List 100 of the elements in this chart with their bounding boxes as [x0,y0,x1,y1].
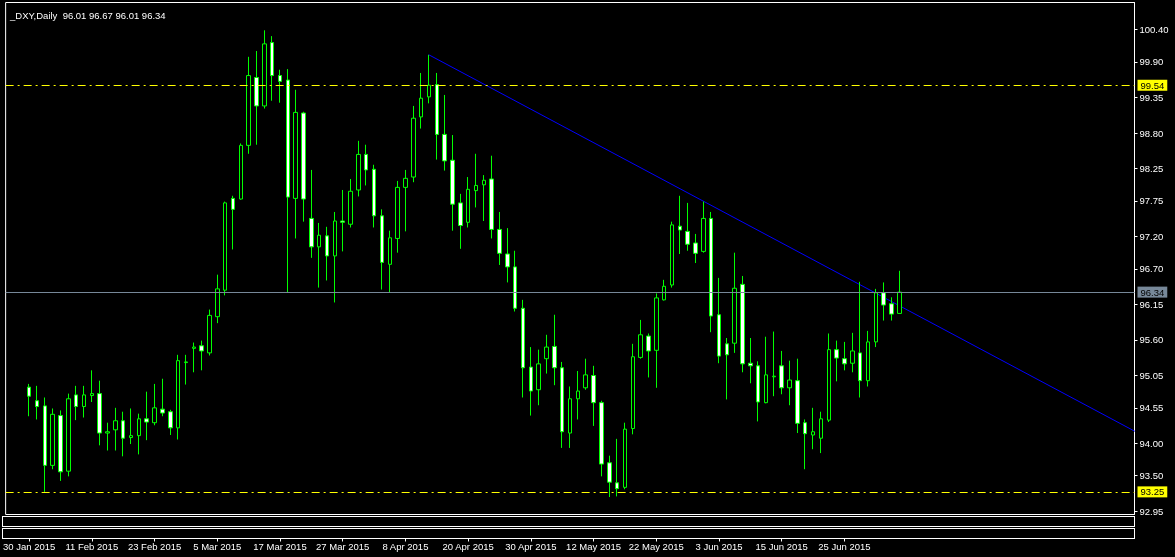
candlestick [364,144,368,186]
x-tick-label: 17 Mar 2015 [253,541,307,552]
candlestick [740,275,745,373]
x-tick-label: 12 May 2015 [566,541,622,552]
candlestick [521,299,525,398]
candlestick [803,418,807,470]
candlestick [764,336,768,404]
candlestick [43,396,47,493]
candlestick [50,407,55,470]
candlestick [333,211,337,303]
y-tick-label: 96.70 [1139,263,1164,275]
candlestick [897,270,902,314]
candlestick [725,337,729,400]
candlestick [340,189,345,252]
candlestick [591,365,596,427]
candlestick [623,422,627,490]
candlestick [317,222,321,289]
candlestick [348,178,353,228]
text: _DXY,Daily 96.01 96.67 96.01 96.34 [9,9,166,21]
candlestick [693,233,698,264]
candlestick [90,369,94,403]
candlestick [427,54,431,104]
candlestick [254,50,259,146]
y-tick-label: 95.05 [1139,370,1164,382]
candlestick [419,72,423,130]
candlestick [631,343,635,435]
candlestick [615,438,619,497]
candlestick [513,250,517,313]
candlestick [97,380,102,446]
x-tick-label: 20 Apr 2015 [442,541,494,552]
candlestick [787,360,792,406]
candlestick [388,230,392,293]
x-tick-label: 27 Mar 2015 [316,541,370,552]
candlestick [599,400,604,477]
candlestick [670,221,674,289]
candlestick [536,349,541,406]
candlestick [231,195,235,250]
candlestick [552,314,557,386]
candlestick [772,331,776,397]
y-tick-label: 94.55 [1139,402,1164,414]
candlestick [505,227,510,283]
candlestick [144,391,149,441]
candlestick [82,385,86,419]
x-tick-label: 22 May 2015 [628,541,684,552]
x-tick-label: 5 Mar 2015 [193,541,242,552]
candlestick [325,226,329,281]
candlestick [474,153,478,208]
candlestick [403,169,408,232]
candlestick [121,411,125,457]
candlestick [850,332,855,373]
candlestick [654,292,659,389]
candlestick [113,407,118,451]
candlestick [827,332,831,423]
candlestick [568,386,572,449]
candlestick [858,281,862,398]
candlestick [646,332,651,378]
candlestick [811,407,815,450]
candlestick [435,72,439,161]
x-tick-label: 3 Jun 2015 [695,541,743,552]
candlestick [105,422,110,451]
candlestick [732,252,737,354]
candlestick [544,334,549,375]
x-tick-label: 15 Jun 2015 [755,541,808,552]
candlestick [482,174,486,222]
candlestick [199,340,204,371]
y-tick-label: 97.75 [1139,195,1164,207]
candlestick [717,277,721,364]
candlestick [137,413,141,455]
y-tick-label: 94.00 [1139,437,1164,449]
candlestick [450,134,455,232]
candlestick [662,279,666,302]
candlestick [207,309,212,356]
candlestick [301,111,306,223]
candlestick [685,202,690,252]
y-tick-label: 99.90 [1139,56,1164,68]
y-tick-label: 92.95 [1139,505,1164,517]
candlestick [756,360,760,422]
candlestick [74,385,78,421]
candlestick [286,68,290,294]
y-tick-label: 95.60 [1139,334,1164,346]
candlestick [192,342,196,373]
x-tick-label: 11 Feb 2015 [65,541,119,552]
candlestick [215,274,220,324]
y-tick-label: 97.20 [1139,231,1164,243]
ref-line-label: 99.54 [1140,79,1165,91]
candlestick [293,89,298,239]
x-tick-label: 8 Apr 2015 [382,541,429,552]
candlestick [239,142,243,201]
candlestick [35,385,39,420]
candlestick [380,208,384,291]
candlestick [58,409,63,482]
ref-line-label: 93.25 [1140,486,1165,498]
candlestick [176,354,180,441]
ref-line-label: 96.34 [1140,286,1165,298]
candlestick [638,319,643,360]
candlestick [270,35,274,102]
candlestick [160,378,165,417]
y-tick-label: 96.15 [1139,298,1164,310]
candlestick [842,341,847,371]
candlestick [184,354,188,386]
